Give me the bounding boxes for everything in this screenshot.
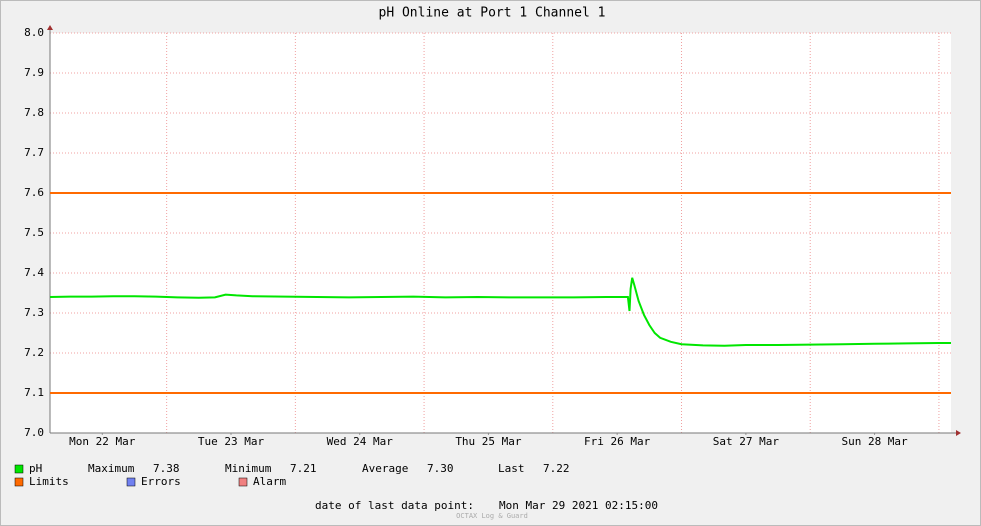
x-tick-label: Tue 23 Mar [198,435,265,448]
chart-title: pH Online at Port 1 Channel 1 [379,6,606,21]
y-axis-arrow [47,25,53,30]
y-tick-label: 8.0 [24,26,44,39]
y-tick-label: 7.6 [24,186,44,199]
y-tick-label: 7.9 [24,66,44,79]
stat-value: 7.21 [290,462,317,475]
stat-label: Minimum [225,462,272,475]
x-tick-label: Sun 28 Mar [841,435,908,448]
x-tick-label: Thu 25 Mar [455,435,522,448]
stat-value: 7.22 [543,462,570,475]
stat-label: Last [498,462,525,475]
stat-value: 7.30 [427,462,454,475]
x-tick-label: Sat 27 Mar [713,435,780,448]
x-tick-label: Wed 24 Mar [327,435,394,448]
x-tick-label: Mon 22 Mar [69,435,136,448]
y-tick-label: 7.4 [24,266,44,279]
footer-date: Mon Mar 29 2021 02:15:00 [499,499,658,512]
stat-label: Average [362,462,408,475]
x-tick-label: Fri 26 Mar [584,435,651,448]
data-line [49,277,951,347]
y-tick-label: 7.5 [24,226,44,239]
y-tick-label: 7.1 [24,386,44,399]
stat-value: 7.38 [153,462,180,475]
legend-swatch [126,477,136,487]
legend-swatch [238,477,248,487]
x-axis-arrow [956,430,961,436]
watermark: OCTAX Log & Guard [456,512,528,520]
legend-label: pH [29,462,42,475]
stat-label: Maximum [88,462,135,475]
legend-label: Errors [141,475,181,488]
y-tick-label: 7.8 [24,106,44,119]
y-tick-label: 7.0 [24,426,44,439]
y-tick-label: 7.2 [24,346,44,359]
legend-swatch [14,477,24,487]
y-tick-label: 7.7 [24,146,44,159]
y-tick-label: 7.3 [24,306,44,319]
legend-label: Limits [29,475,69,488]
legend-label: Alarm [253,475,286,488]
footer-label: date of last data point: [315,499,474,512]
legend-swatch [14,464,24,474]
